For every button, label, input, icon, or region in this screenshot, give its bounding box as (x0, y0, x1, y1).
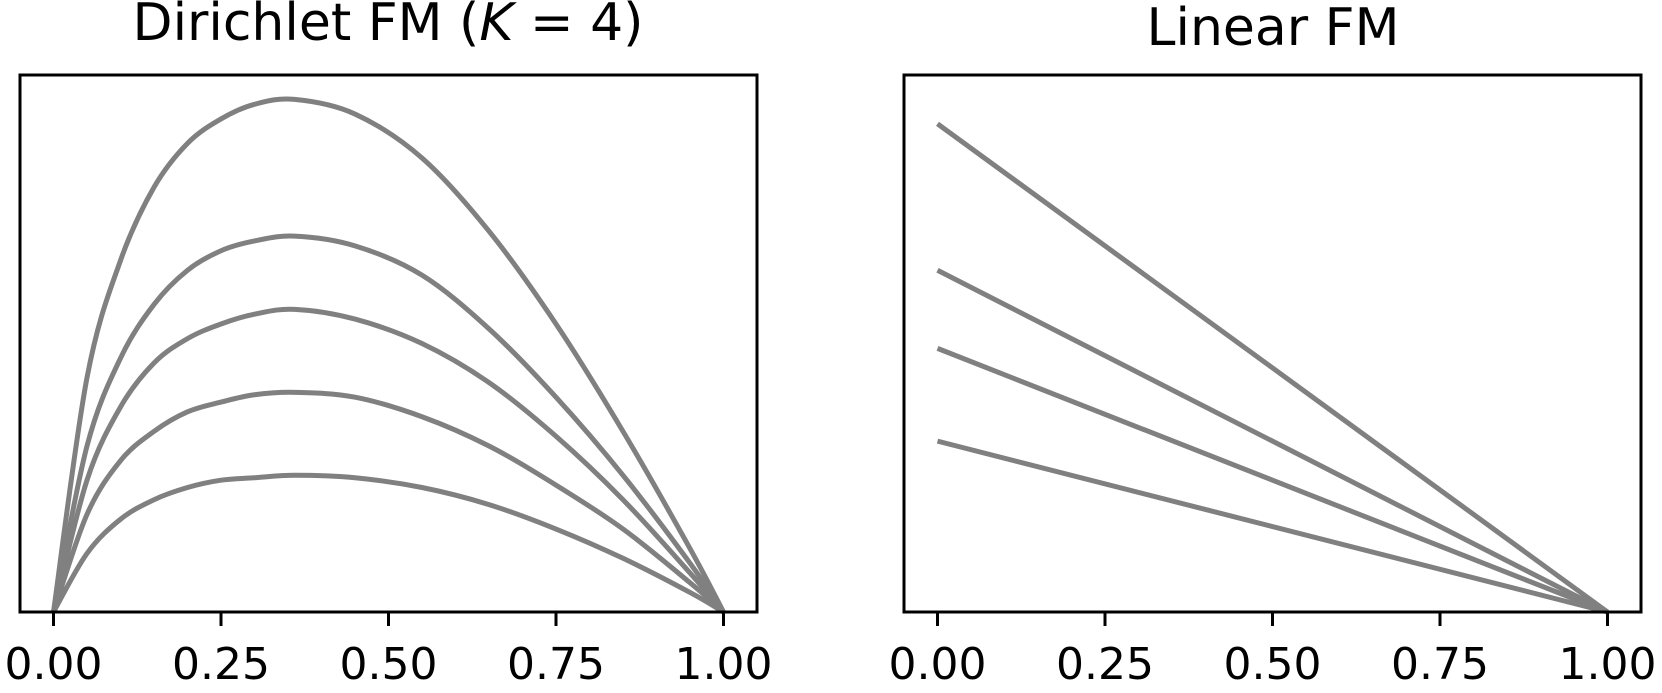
series-line-3 (51, 306, 726, 614)
series-line-2 (936, 268, 1609, 615)
series-line-3 (936, 346, 1609, 615)
chart-title-linear: Linear FM (1147, 0, 1400, 58)
x-tick-label: 0.25 (1056, 639, 1154, 690)
panel-dirichlet: Dirichlet FM (K = 4) 0.00 0.25 0.50 0.75 1.0… (5, 0, 773, 690)
panel-linear: Linear FM 0.00 0.25 0.50 0.75 1.00 (889, 0, 1657, 690)
series-line-5 (51, 472, 725, 615)
x-tick-label: 0.75 (507, 639, 605, 690)
x-tick-label: 0.75 (1391, 639, 1489, 690)
chart-title-dirichlet: Dirichlet FM (K = 4) (133, 0, 644, 53)
title-relation: = 4) (513, 0, 643, 53)
x-tick-label: 0.00 (889, 639, 987, 690)
x-tick-label: 1.00 (1559, 639, 1657, 690)
x-tick-label: 0.50 (1224, 639, 1322, 690)
x-tick-label: 0.50 (340, 639, 438, 690)
plot-area-dirichlet: 0.00 0.25 0.50 0.75 1.00 (5, 73, 773, 690)
series-line-4 (936, 438, 1609, 615)
plot-area-linear: 0.00 0.25 0.50 0.75 1.00 (889, 73, 1657, 690)
x-tick-label: 1.00 (675, 639, 773, 690)
title-prefix: Dirichlet FM ( (133, 0, 480, 53)
series-line-1 (51, 96, 726, 614)
series-line-2 (51, 233, 726, 614)
series-line-1 (936, 121, 1609, 615)
title-variable: K (479, 0, 517, 53)
x-tick-label: 0.00 (5, 639, 103, 690)
series-line-4 (51, 389, 726, 614)
x-tick-label: 0.25 (172, 639, 270, 690)
axes-frame (902, 73, 1643, 614)
